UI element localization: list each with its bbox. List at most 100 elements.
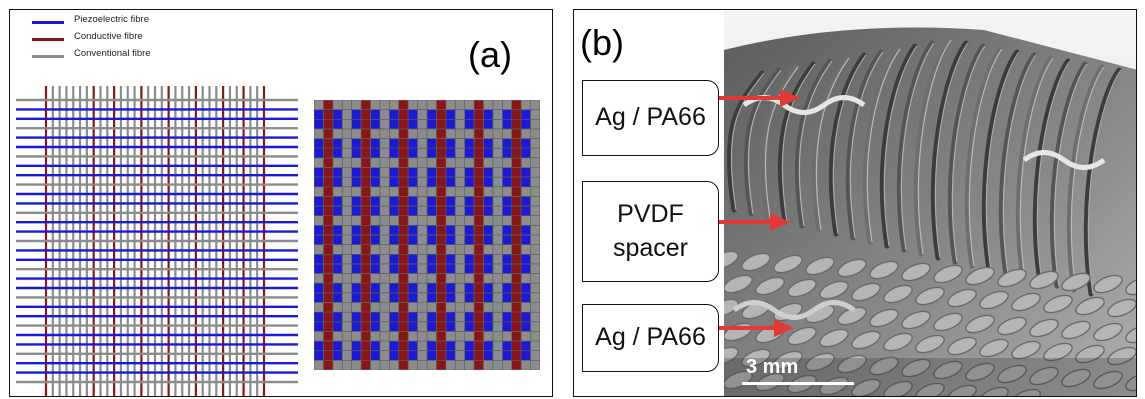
knit-loop bbox=[805, 352, 835, 372]
weave-cell bbox=[446, 264, 455, 274]
scale-bar-label: 3 mm bbox=[746, 356, 799, 378]
weave-cell bbox=[502, 138, 512, 148]
scale-bar bbox=[742, 382, 854, 385]
knit-loop bbox=[805, 256, 835, 276]
weave-cell bbox=[446, 138, 455, 148]
weave-cell bbox=[361, 129, 371, 139]
weave-cell bbox=[474, 148, 484, 158]
pvdf-spacer-filament bbox=[726, 70, 765, 213]
weave-cell bbox=[464, 312, 474, 322]
weave-cell bbox=[512, 138, 521, 148]
weave-cell bbox=[483, 235, 493, 245]
weave-cell bbox=[436, 273, 446, 283]
weave-cell bbox=[436, 206, 446, 216]
weave-cell bbox=[408, 148, 418, 158]
weave-cell bbox=[483, 109, 493, 119]
weave-cell bbox=[399, 129, 408, 139]
weave-cell bbox=[474, 167, 484, 177]
weave-cell bbox=[512, 100, 521, 110]
pvdf-spacer-filament bbox=[964, 46, 1003, 269]
weave-cell bbox=[474, 206, 484, 216]
weave-cell bbox=[474, 283, 484, 293]
filament-highlight bbox=[951, 45, 986, 263]
knit-loop bbox=[724, 346, 739, 366]
knit-loop bbox=[1043, 342, 1073, 362]
weave-cell bbox=[314, 264, 324, 274]
weave-cell bbox=[323, 322, 333, 332]
weave-cell bbox=[502, 293, 512, 303]
knit-loop bbox=[1125, 324, 1136, 344]
callout-ag-pa66-bottom: Ag / PA66 bbox=[582, 304, 719, 372]
weave-cell bbox=[436, 100, 446, 110]
weave-cell bbox=[502, 351, 512, 361]
weave-cell bbox=[314, 177, 324, 187]
weave-cell bbox=[427, 341, 437, 351]
weave-cell bbox=[323, 302, 333, 312]
fibre-grid-diagram bbox=[16, 86, 298, 396]
weave-cell bbox=[446, 351, 455, 361]
knit-loop bbox=[1125, 372, 1136, 392]
knit-loop bbox=[1061, 272, 1091, 292]
weave-cell bbox=[521, 264, 531, 274]
weave-cell bbox=[474, 216, 484, 226]
weave-cell bbox=[361, 302, 371, 312]
pvdf-spacer-filament bbox=[930, 40, 969, 261]
weave-cell bbox=[333, 138, 342, 148]
weave-cell bbox=[333, 148, 342, 158]
weave-cell bbox=[399, 100, 408, 110]
knit-loop bbox=[901, 310, 931, 330]
weave-cell bbox=[389, 148, 399, 158]
weave-cell bbox=[333, 254, 342, 264]
weave-cell bbox=[521, 119, 531, 129]
knit-loop bbox=[819, 328, 849, 348]
weave-cell bbox=[399, 293, 408, 303]
sem-micrograph bbox=[724, 10, 1136, 396]
weave-cell bbox=[436, 235, 446, 245]
weave-cell bbox=[399, 109, 408, 119]
weave-cell bbox=[427, 254, 437, 264]
weave-cell bbox=[521, 322, 531, 332]
filament-highlight bbox=[1019, 57, 1054, 279]
weave-cell bbox=[474, 341, 484, 351]
knit-loop bbox=[1029, 366, 1059, 386]
weave-cell bbox=[427, 264, 437, 274]
panel-b-sem-image: (b) Ag / PA66 PVDF spacer Ag / PA66 3 mm bbox=[573, 9, 1137, 397]
weave-cell bbox=[483, 138, 493, 148]
weave-cell bbox=[427, 119, 437, 129]
knit-loop bbox=[915, 382, 945, 396]
weave-cell bbox=[314, 341, 324, 351]
filament-highlight bbox=[781, 63, 816, 223]
weave-cell bbox=[521, 177, 531, 187]
knit-loop bbox=[1107, 346, 1136, 366]
weave-cell bbox=[323, 341, 333, 351]
weave-cell bbox=[446, 148, 455, 158]
weave-cell bbox=[399, 322, 408, 332]
weave-cell bbox=[464, 109, 474, 119]
weave-cell bbox=[351, 254, 361, 264]
weave-cell bbox=[361, 254, 371, 264]
weave-cell bbox=[436, 322, 446, 332]
weave-cell bbox=[370, 148, 380, 158]
weave-cell bbox=[427, 283, 437, 293]
weave-cell bbox=[512, 302, 521, 312]
weave-cell bbox=[370, 109, 380, 119]
weave-cell bbox=[436, 225, 446, 235]
weave-cell bbox=[502, 206, 512, 216]
weave-cell bbox=[399, 312, 408, 322]
weave-cell bbox=[464, 254, 474, 264]
weave-cell bbox=[474, 331, 484, 341]
weave-cell bbox=[474, 244, 484, 254]
weave-cell bbox=[512, 254, 521, 264]
weave-cell bbox=[389, 322, 399, 332]
knit-loop bbox=[1093, 322, 1123, 342]
weave-cell bbox=[512, 216, 521, 226]
weave-cell bbox=[408, 109, 418, 119]
weave-cell bbox=[446, 196, 455, 206]
filament-highlight bbox=[934, 42, 969, 259]
weave-cell bbox=[408, 235, 418, 245]
weave-cell bbox=[361, 341, 371, 351]
filament-highlight bbox=[968, 48, 1003, 267]
weave-cell bbox=[399, 196, 408, 206]
weave-cell bbox=[408, 322, 418, 332]
weave-cell bbox=[323, 206, 333, 216]
